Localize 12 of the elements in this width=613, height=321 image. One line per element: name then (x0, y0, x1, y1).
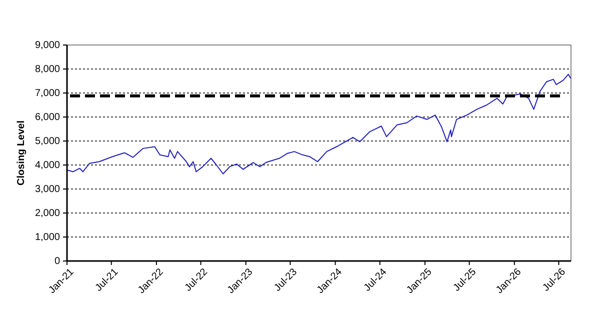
y-tick-label: 6,000 (34, 112, 60, 124)
line-series (66, 74, 572, 174)
y-tick-label: 1,000 (34, 232, 60, 244)
y-axis-title: Closing Level (16, 120, 27, 186)
y-tick-label: 2,000 (34, 208, 60, 220)
y-tick-label: 0 (54, 256, 60, 268)
y-tick-label: 5,000 (34, 136, 60, 148)
y-tick-label: 9,000 (34, 40, 60, 52)
y-tick-label: 4,000 (34, 160, 60, 172)
y-tick-label: 7,000 (34, 88, 60, 100)
y-tick-label: 3,000 (34, 184, 60, 196)
y-tick-label: 8,000 (34, 64, 60, 76)
